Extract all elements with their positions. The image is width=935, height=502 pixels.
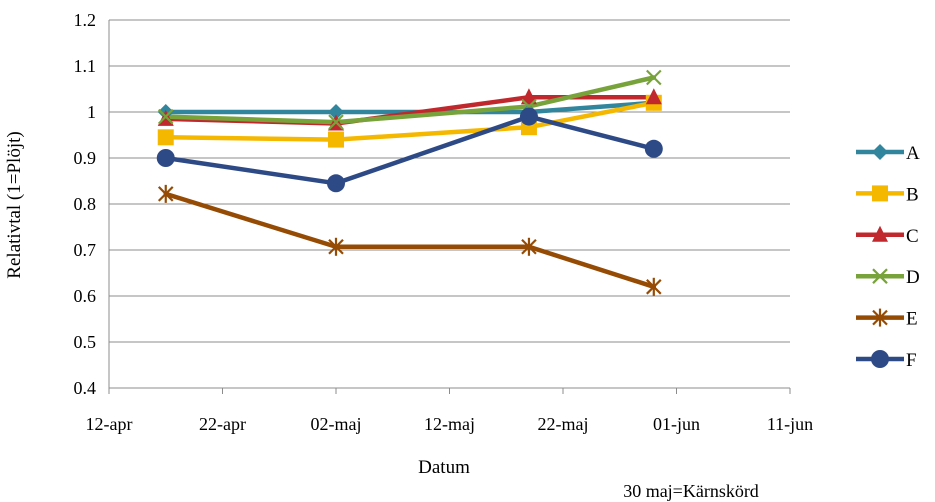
data-point-d — [157, 108, 174, 125]
data-point-e — [646, 277, 662, 296]
x-tick-label: 01-jun — [653, 414, 700, 434]
series-lines — [163, 75, 657, 290]
data-point-d — [328, 114, 344, 130]
data-point-c — [520, 88, 537, 105]
series-line-e — [163, 191, 657, 290]
legend-marker-b — [872, 185, 888, 202]
data-point-f — [327, 174, 345, 193]
harvest-annotation: 30 maj=Kärnskörd — [623, 481, 759, 501]
legend-marker-c — [872, 225, 888, 242]
y-tick-label: 1.1 — [74, 56, 97, 76]
data-point-f — [644, 139, 663, 158]
x-tick-label: 02-maj — [311, 414, 362, 434]
series-line-f — [163, 114, 657, 186]
legend-label-b: B — [906, 184, 919, 205]
y-tick-labels: 0.4 0.5 0.6 0.7 0.8 0.9 1 1.1 1.2 — [74, 10, 97, 398]
data-point-e — [157, 184, 174, 203]
data-point-e — [521, 237, 537, 256]
axes — [108, 20, 791, 394]
x-tick-label: 22-apr — [199, 414, 246, 434]
legend-marker-d — [872, 268, 888, 284]
legend-marker-a — [872, 144, 888, 160]
y-tick-label: 1.2 — [74, 10, 97, 30]
series-line-d — [163, 75, 657, 125]
data-point-a — [328, 104, 344, 120]
legend-label-a: A — [906, 143, 920, 164]
x-tick-labels: 12-apr 22-apr 02-maj 12-maj 22-maj 01-jun 11-j… — [86, 414, 814, 434]
legend-marker-f — [871, 350, 889, 368]
legend-label-d: D — [906, 267, 920, 288]
y-tick-label: 0.9 — [74, 148, 97, 168]
legend-marker-e — [872, 308, 888, 327]
legend-label-f: F — [906, 350, 917, 371]
x-tick-label: 22-maj — [538, 414, 589, 434]
data-point-f — [519, 107, 538, 126]
y-tick-label: 0.8 — [74, 194, 97, 214]
data-point-c — [645, 88, 662, 105]
gridlines — [109, 19, 790, 343]
y-tick-label: 1 — [87, 102, 96, 122]
x-axis-title: Datum — [418, 457, 470, 478]
y-tick-label: 0.5 — [74, 332, 97, 352]
legend-label-e: E — [906, 309, 918, 330]
legend-label-c: C — [906, 226, 919, 247]
y-tick-label: 0.4 — [74, 378, 97, 398]
y-tick-label: 0.7 — [74, 240, 97, 260]
x-tick-label: 12-maj — [424, 414, 475, 434]
series-markers — [156, 69, 663, 296]
data-point-b — [328, 131, 344, 148]
data-point-f — [156, 149, 175, 167]
x-tick-label: 12-apr — [86, 414, 133, 434]
series-line-a — [163, 100, 657, 115]
data-point-e — [328, 237, 344, 256]
data-point-d — [646, 69, 662, 86]
x-tick-label: 11-jun — [767, 414, 813, 434]
y-axis-title: Relativtal (1=Plöjt) — [4, 131, 25, 278]
y-tick-label: 0.6 — [74, 286, 97, 306]
data-point-b — [157, 129, 174, 146]
series-line-b — [163, 100, 657, 142]
